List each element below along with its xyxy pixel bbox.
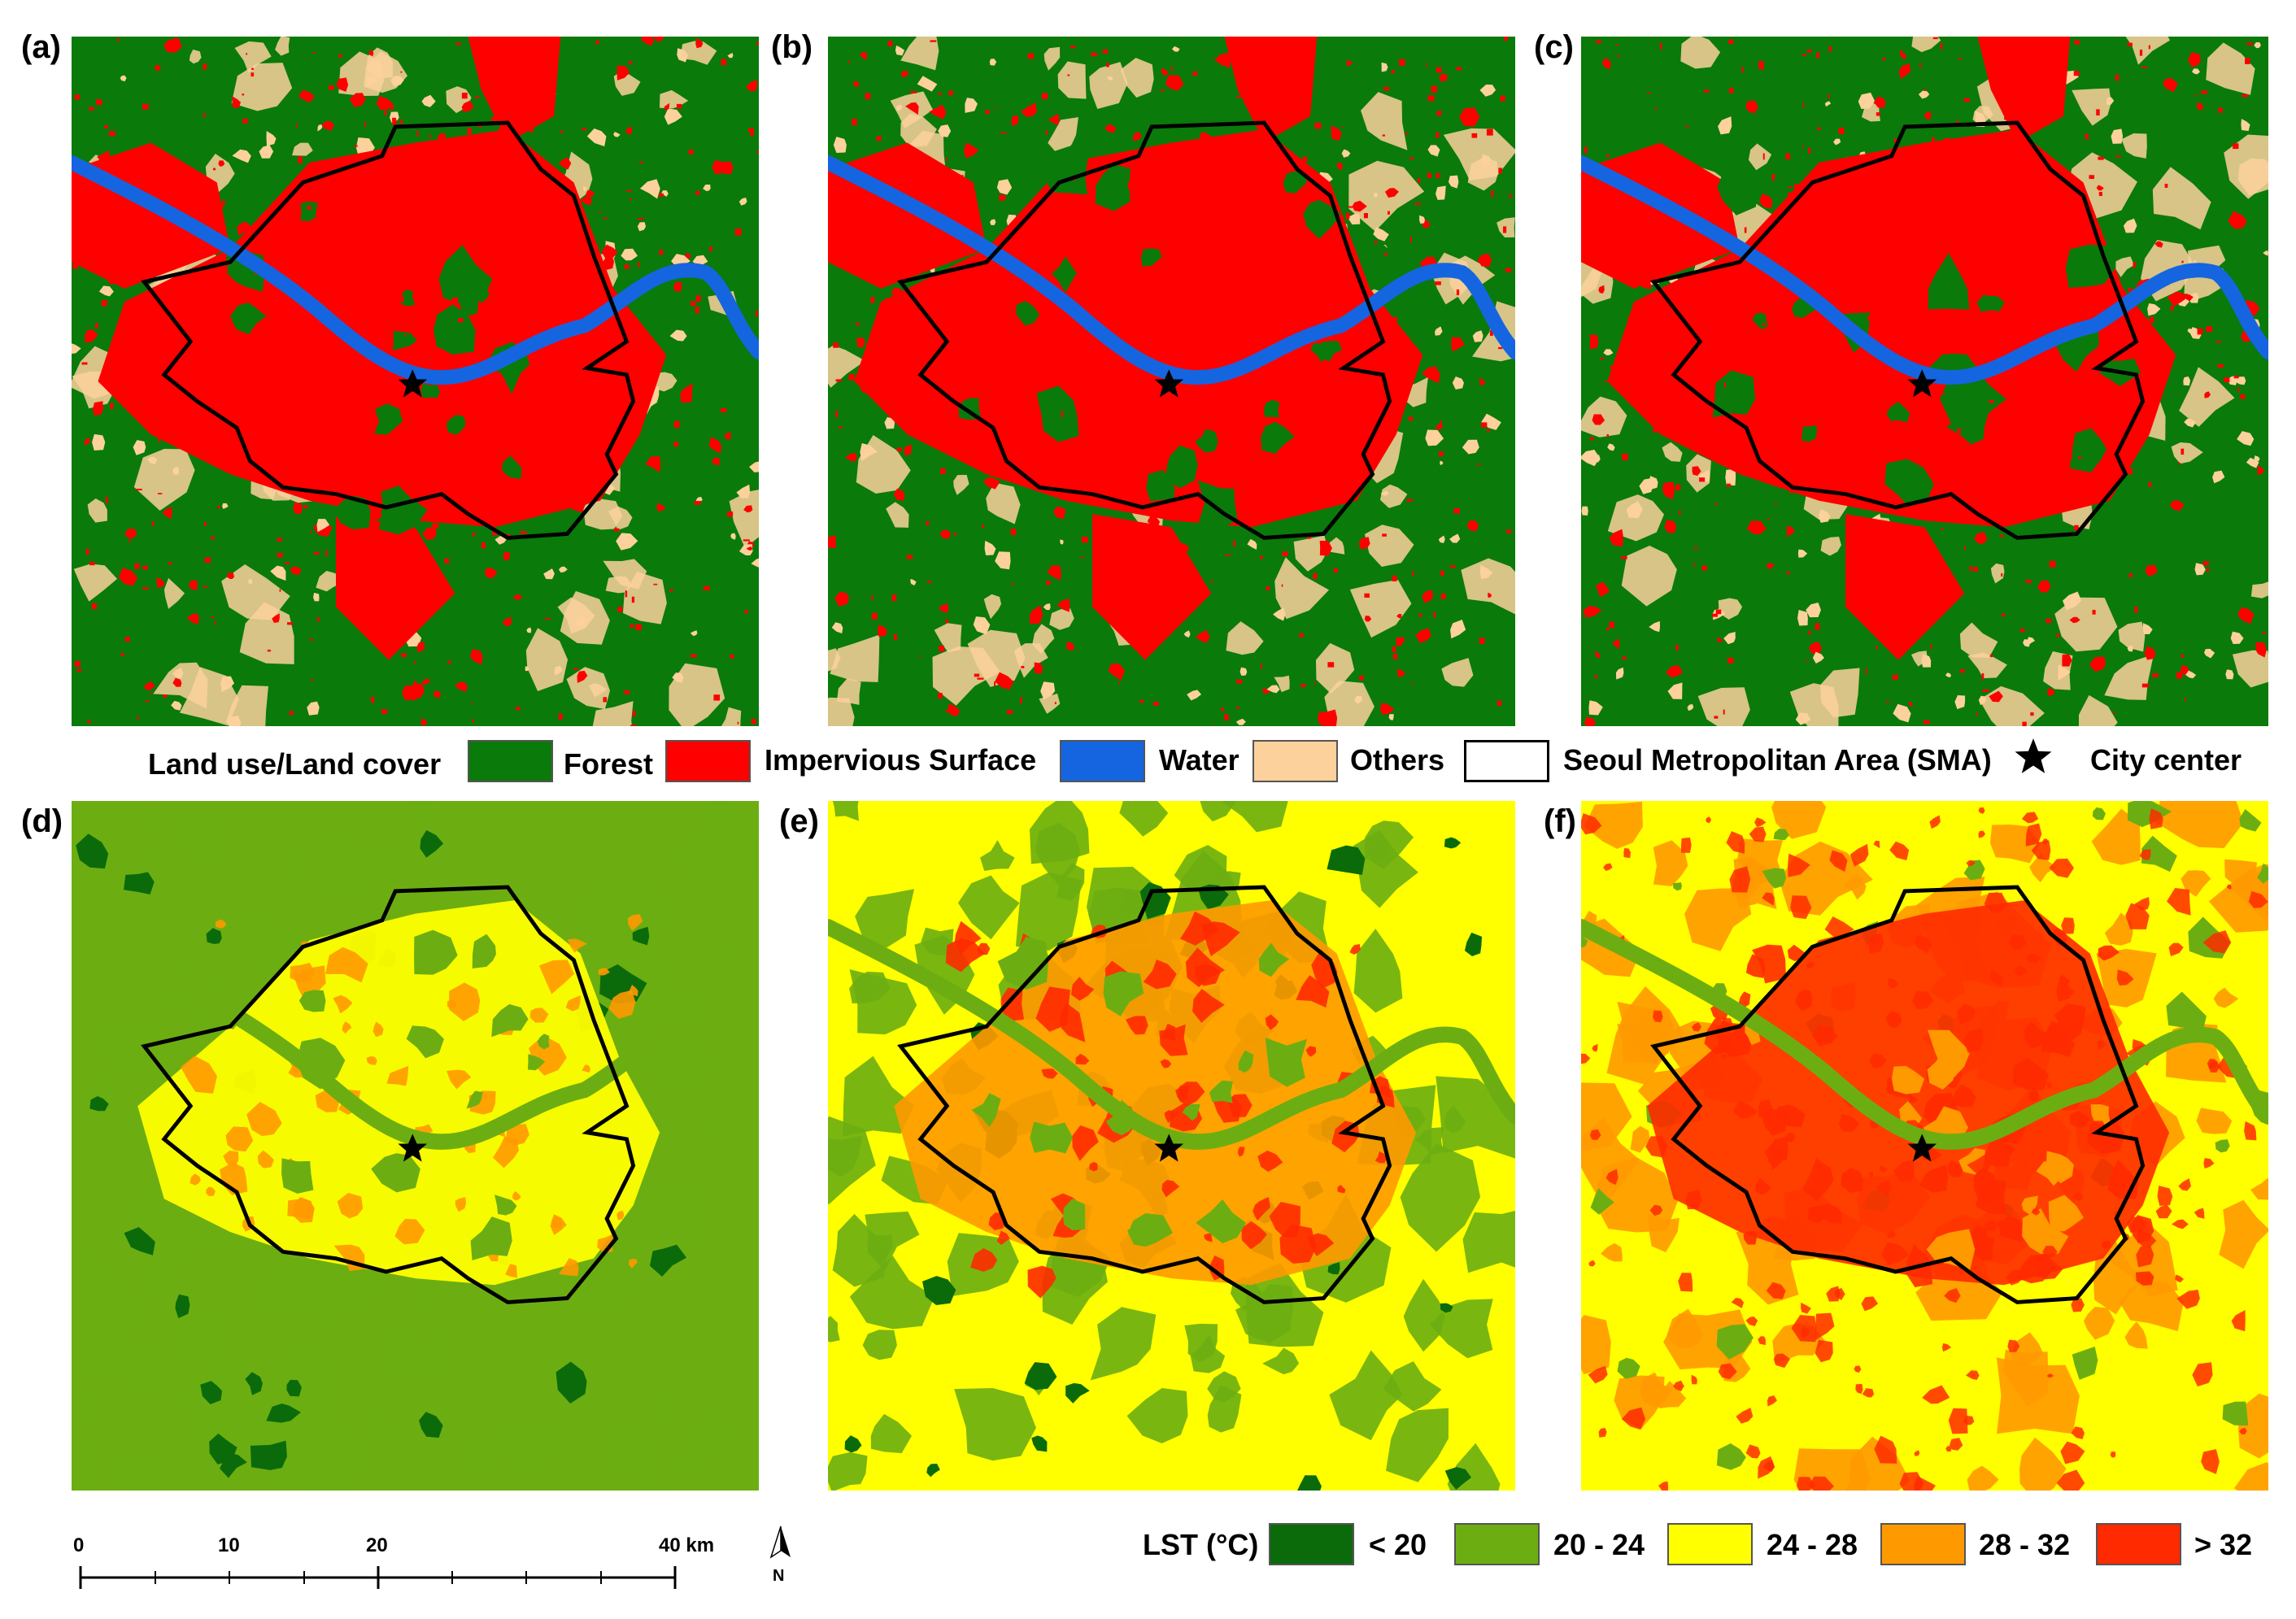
lulc-map-a: [72, 37, 759, 726]
legend-swatch-water: [1060, 740, 1145, 782]
lst-label-20-24: 20 - 24: [1553, 1528, 1645, 1561]
lst-swatch-lt20: [1269, 1523, 1354, 1565]
legend-label-impervious: Impervious Surface: [765, 743, 1037, 777]
lulc-legend-title: Land use/Land cover: [148, 747, 442, 781]
legend-swatch-forest: [468, 740, 553, 782]
north-label: N: [773, 1567, 785, 1585]
lst-swatch-24-28: [1667, 1523, 1753, 1565]
panel-label-e: (e): [779, 803, 819, 839]
scale-tick-0: 0: [73, 1534, 85, 1556]
lst-swatch-28-32: [1880, 1523, 1966, 1565]
lst-label-lt20: < 20: [1369, 1528, 1427, 1561]
scale-tick-10: 10: [218, 1534, 240, 1556]
star-icon: [2013, 736, 2054, 777]
panel-label-d: (d): [21, 803, 63, 839]
lst-swatch-gt32: [2096, 1523, 2181, 1565]
legend-label-forest: Forest: [564, 747, 654, 781]
lst-label-28-32: 28 - 32: [1979, 1528, 2071, 1561]
legend-swatch-others: [1253, 740, 1338, 782]
lst-map-f: [1581, 801, 2268, 1491]
legend-label-water: Water: [1159, 743, 1239, 777]
lst-label-24-28: 24 - 28: [1767, 1528, 1858, 1561]
panel-label-b: (b): [771, 29, 813, 65]
lst-swatch-20-24: [1454, 1523, 1540, 1565]
lst-map-e: [828, 801, 1515, 1491]
north-arrow-icon: [765, 1525, 797, 1565]
legend-label-sma: Seoul Metropolitan Area (SMA): [1563, 743, 1992, 777]
lst-label-gt32: > 32: [2194, 1528, 2253, 1561]
lst-legend-title: LST (°C): [1143, 1528, 1259, 1561]
panel-label-a: (a): [21, 29, 61, 65]
lulc-map-b: [828, 37, 1515, 726]
legend-label-others: Others: [1350, 743, 1445, 777]
panel-label-f: (f): [1544, 803, 1576, 839]
scale-tick-20: 20: [366, 1534, 388, 1556]
legend-swatch-impervious: [665, 740, 751, 782]
panel-label-c: (c): [1534, 29, 1574, 65]
lulc-map-c: [1581, 37, 2268, 726]
legend-swatch-sma: [1464, 740, 1549, 782]
legend-label-city-center: City center: [2090, 743, 2242, 777]
scale-bar: [69, 1561, 687, 1594]
scale-tick-40: 40 km: [659, 1534, 715, 1556]
lst-map-d: [72, 801, 759, 1491]
